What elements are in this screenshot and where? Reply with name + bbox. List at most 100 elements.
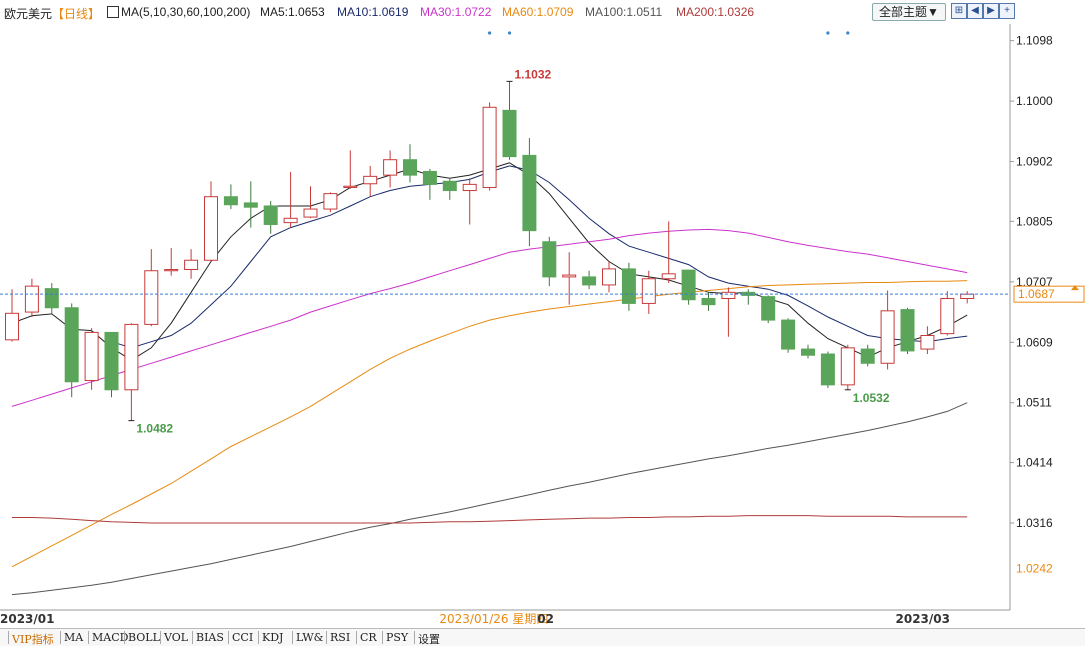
candle-body: [482, 106, 497, 188]
theme-select-button[interactable]: 全部主题▼: [872, 3, 946, 21]
candle: [323, 192, 338, 213]
indicator-tab[interactable]: VOL: [164, 631, 189, 644]
candle: [681, 269, 696, 305]
candle: [721, 287, 736, 337]
x-tick-label: 02: [537, 612, 554, 626]
candle: [542, 236, 557, 287]
indicator-tab[interactable]: MACD: [92, 631, 129, 644]
tab-separator: [192, 631, 193, 644]
candle-body: [84, 331, 99, 382]
candle-body: [542, 241, 557, 278]
y-tick-label: 1.1098: [1016, 34, 1053, 48]
candle: [124, 323, 139, 421]
candle-body: [104, 331, 119, 391]
candle: [164, 247, 179, 276]
candle: [522, 138, 537, 247]
last-price-box: [1013, 285, 1085, 303]
indicator-tab[interactable]: CCI: [232, 631, 254, 644]
indicator-tab[interactable]: MA: [64, 631, 84, 644]
instrument-name: 欧元美元: [4, 7, 53, 21]
candle: [920, 326, 935, 355]
candle-body: [44, 288, 59, 309]
candle: [562, 252, 577, 305]
candle: [44, 283, 59, 314]
candle-body: [64, 307, 79, 383]
last-price-label: 1.0687: [1018, 287, 1055, 301]
candle-body: [303, 208, 318, 218]
chart-header: 欧元美元 【日线】 MA(5,10,30,60,100,200) MA5:1.0…: [0, 0, 1085, 24]
high-label: 1.1032: [515, 67, 552, 81]
candle: [104, 331, 119, 398]
scroll-end-icon[interactable]: ▶: [983, 3, 999, 19]
grid-icon[interactable]: ⊞: [951, 3, 967, 19]
candle: [84, 328, 99, 390]
candle: [801, 344, 815, 359]
candle: [820, 351, 835, 388]
candle-body: [701, 297, 716, 306]
candle-body: [164, 269, 179, 272]
candle-body: [5, 312, 19, 341]
candle: [781, 318, 796, 353]
tab-separator: [228, 631, 229, 644]
candle: [621, 262, 636, 311]
ma-params: MA(5,10,30,60,100,200): [121, 5, 251, 19]
candle-body: [761, 296, 776, 321]
indicator-tab[interactable]: RSI: [330, 631, 351, 644]
candle: [343, 150, 358, 189]
low-label: 1.0482: [136, 422, 173, 436]
zoom-in-icon[interactable]: +: [999, 3, 1015, 19]
scroll-start-icon[interactable]: ◀: [967, 3, 983, 19]
event-marker-icon: [507, 31, 512, 35]
indicator-tab[interactable]: CR: [360, 631, 377, 644]
ma5-value: MA5:1.0653: [260, 5, 325, 19]
indicator-tab[interactable]: KDJ: [262, 631, 284, 644]
candle-body: [522, 154, 537, 232]
candle-body: [781, 319, 796, 350]
candle-body: [383, 159, 398, 176]
candle-body: [621, 268, 636, 304]
ma30-value: MA30:1.0722: [420, 5, 492, 19]
tab-separator: [292, 631, 293, 644]
candle: [442, 177, 457, 200]
candlestick-chart[interactable]: 1.1098 1.1000 1.0902 1.0805 1.0707 1.0609 1.05…: [0, 0, 1085, 628]
candle-body: [721, 291, 736, 299]
indicator-tab[interactable]: BOLL: [128, 631, 160, 644]
candle: [64, 303, 79, 398]
candle: [502, 81, 517, 160]
candle: [144, 249, 159, 327]
indicator-tabs: VIP指标 MA MACD BOLL VOL BIAS CCI KDJ LW& RSI CR PSY 设…: [0, 628, 1085, 646]
tab-separator: [258, 631, 259, 644]
tab-separator: [60, 631, 61, 644]
indicator-tab[interactable]: BIAS: [196, 631, 224, 644]
axis-bottom-label: 1.0242: [1016, 562, 1053, 576]
tab-separator: [88, 631, 89, 644]
candle: [363, 165, 378, 197]
candle-body: [323, 193, 338, 210]
candle-body: [681, 269, 696, 301]
candle-body: [602, 268, 616, 286]
candle-body: [283, 217, 298, 224]
tab-separator: [414, 631, 415, 644]
indicator-tab[interactable]: LW&: [296, 631, 324, 644]
ma-toggle-icon[interactable]: [107, 6, 119, 18]
candle-body: [940, 297, 955, 335]
period-label[interactable]: 【日线】: [52, 7, 101, 21]
indicator-tab[interactable]: VIP指标: [12, 633, 54, 646]
candle: [24, 278, 39, 317]
indicator-tab[interactable]: 设置: [418, 633, 440, 646]
tab-separator: [160, 631, 161, 644]
ma100-line: [11, 402, 968, 596]
candle-body: [860, 348, 875, 364]
candle: [602, 261, 616, 293]
candle-body: [880, 310, 895, 364]
indicator-tab[interactable]: PSY: [386, 631, 409, 644]
candle: [940, 291, 955, 336]
candle: [641, 270, 656, 314]
candle-body: [442, 180, 457, 192]
candle-body: [24, 285, 39, 313]
x-tick-label: 2023/03: [896, 612, 950, 626]
candle-body: [204, 196, 218, 261]
candle-body: [562, 274, 577, 278]
candle: [223, 184, 238, 210]
ma30-line: [11, 228, 968, 407]
